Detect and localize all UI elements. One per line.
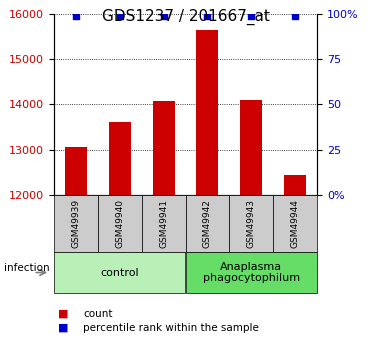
Text: infection: infection — [4, 264, 49, 273]
Bar — [240, 100, 262, 195]
Bar — [109, 121, 131, 195]
Point — [73, 13, 79, 18]
Point — [161, 13, 167, 18]
Text: Anaplasma
phagocytophilum: Anaplasma phagocytophilum — [203, 262, 300, 283]
Text: GSM49941: GSM49941 — [159, 199, 168, 248]
Text: GSM49943: GSM49943 — [247, 199, 256, 248]
Bar — [197, 30, 219, 195]
Text: GSM49942: GSM49942 — [203, 199, 212, 248]
Text: control: control — [100, 268, 139, 277]
Point — [249, 13, 255, 18]
Text: ■: ■ — [58, 309, 68, 319]
Text: percentile rank within the sample: percentile rank within the sample — [83, 323, 259, 333]
Text: GSM49940: GSM49940 — [115, 199, 124, 248]
Point — [204, 13, 210, 18]
Text: count: count — [83, 309, 113, 319]
Point — [292, 13, 298, 18]
Bar — [152, 101, 174, 195]
Text: ■: ■ — [58, 323, 68, 333]
Text: GSM49939: GSM49939 — [71, 199, 80, 248]
Point — [116, 13, 122, 18]
Bar — [65, 147, 87, 195]
Text: GDS1237 / 201667_at: GDS1237 / 201667_at — [102, 9, 269, 25]
Text: GSM49944: GSM49944 — [291, 199, 300, 248]
Bar — [284, 175, 306, 195]
